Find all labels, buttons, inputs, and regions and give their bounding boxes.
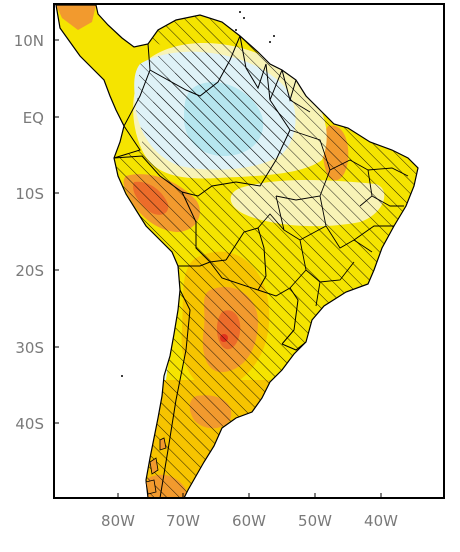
axis-ticks	[54, 39, 382, 498]
lat-label-eq: EQ	[23, 109, 44, 127]
lat-label-40s: 40S	[15, 415, 44, 433]
lat-label-30s: 30S	[15, 339, 44, 357]
lon-label-80w: 80W	[101, 512, 135, 530]
lon-label-70w: 70W	[166, 512, 200, 530]
caribbean-islands	[121, 11, 275, 377]
brazil-state-borders	[257, 99, 409, 307]
longitude-labels: 80W 70W 60W 50W 40W	[101, 512, 398, 530]
lat-label-10s: 10S	[15, 185, 44, 203]
latitude-labels: 10N EQ 10S 20S 30S 40S	[14, 32, 44, 433]
lon-label-50w: 50W	[298, 512, 332, 530]
lon-label-40w: 40W	[364, 512, 398, 530]
lon-label-60w: 60W	[232, 512, 266, 530]
lat-label-10n: 10N	[14, 32, 44, 50]
lat-label-20s: 20S	[15, 262, 44, 280]
fjord-islands	[145, 437, 167, 495]
coastline	[55, 4, 419, 499]
